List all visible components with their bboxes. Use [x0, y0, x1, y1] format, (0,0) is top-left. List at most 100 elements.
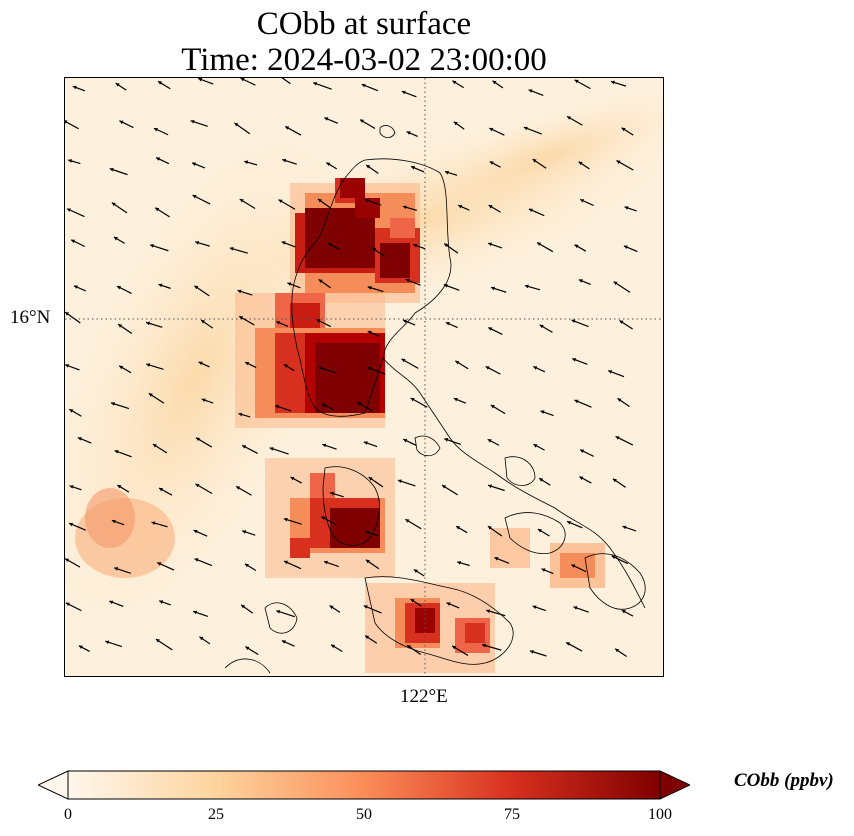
map-title: CObb at surface [256, 6, 472, 42]
wind-arrowhead [109, 600, 114, 605]
wind-arrowhead [193, 529, 198, 534]
wind-arrowhead [71, 239, 76, 244]
wind-arrowhead [328, 243, 333, 247]
wind-arrowhead [324, 117, 329, 121]
wind-arrowhead [117, 286, 122, 290]
wind-arrowhead [117, 485, 122, 489]
wind-arrowhead [283, 517, 288, 522]
wind-arrowhead [406, 131, 411, 135]
wind-arrowhead [114, 450, 119, 454]
wind-arrowhead [241, 604, 246, 609]
wind-arrow [281, 78, 291, 85]
wind-arrowhead [146, 363, 151, 367]
wind-arrowhead [444, 170, 449, 175]
wind-arrowhead [363, 441, 368, 445]
wind-arrowhead [566, 521, 571, 525]
wind-arrowhead [69, 522, 74, 527]
colorbar-title: CObb (ppbv) [734, 770, 834, 791]
colorbar-gradient [67, 770, 661, 800]
wind-arrowhead [541, 568, 546, 572]
wind-arrowhead [445, 322, 450, 326]
wind-arrowhead [402, 205, 407, 210]
wind-arrowhead [492, 80, 497, 85]
wind-arrowhead [621, 610, 626, 614]
wind-arrowhead [316, 319, 321, 323]
wind-arrowhead [574, 399, 579, 404]
wind-arrowhead [359, 119, 364, 124]
wind-arrowhead [283, 560, 288, 565]
wind-arrowhead [111, 402, 115, 406]
wind-arrowhead [146, 321, 151, 326]
map-canvas [65, 78, 663, 676]
wind-arrowhead [613, 281, 618, 286]
wind-arrowhead [457, 561, 462, 565]
wind-arrowhead [487, 439, 492, 443]
wind-arrowhead [616, 160, 621, 164]
wind-arrowhead [494, 557, 499, 561]
wind-arrowhead [115, 83, 120, 87]
wind-arrowhead [156, 157, 161, 161]
wind-arrowhead [201, 319, 205, 324]
wind-arrowhead [482, 643, 487, 648]
wind-arrowhead [155, 639, 160, 643]
wind-arrowhead [410, 397, 415, 402]
wind-arrowhead [157, 562, 162, 566]
wind-arrowhead [151, 521, 156, 526]
wind-arrowhead [365, 530, 370, 535]
wind-arrowhead [158, 283, 163, 288]
wind-arrowhead [488, 327, 493, 331]
colorbar-min-extension [38, 770, 69, 800]
wind-arrowhead [111, 519, 116, 524]
wind-arrowhead [407, 645, 412, 649]
wind-arrowhead [367, 286, 372, 290]
wind-arrowhead [278, 199, 283, 204]
wind-arrowhead [229, 247, 234, 251]
wind-arrowhead [528, 208, 533, 213]
wind-arrowhead [366, 165, 371, 169]
colorbar-tick-label: 100 [648, 806, 672, 823]
wind-arrowhead [364, 198, 369, 203]
wind-arrowhead [330, 491, 335, 496]
wind-arrowhead [159, 600, 164, 604]
wind-arrowhead [363, 605, 368, 609]
wind-arrowhead [331, 644, 336, 649]
wind-arrowhead [405, 519, 410, 523]
wind-arrowhead [113, 237, 118, 241]
map-plot-area[interactable] [64, 77, 664, 677]
wind-arrowhead [148, 393, 153, 397]
wind-arrowhead [490, 404, 495, 409]
wind-arrowhead [612, 478, 617, 483]
wind-arrowhead [571, 564, 576, 568]
wind-arrowhead [192, 162, 197, 166]
wind-arrowhead [621, 127, 626, 132]
wind-arrowhead [285, 126, 290, 130]
wind-arrowhead [488, 484, 492, 489]
wind-arrowhead [615, 648, 620, 653]
wind-arrowhead [578, 279, 583, 283]
wind-arrowhead [533, 444, 538, 448]
wind-arrowhead [109, 167, 114, 172]
wind-arrowhead [105, 640, 110, 645]
wind-arrowhead [158, 81, 163, 85]
wind-arrowhead [118, 324, 123, 328]
wind-arrowhead [150, 244, 155, 248]
colorbar-tick-label: 75 [504, 806, 520, 823]
wind-arrowhead [65, 312, 70, 316]
wind-arrowhead [324, 560, 328, 565]
wind-arrowhead [402, 319, 407, 324]
wind-arrowhead [322, 403, 327, 408]
wind-arrowhead [489, 161, 494, 165]
wind-arrowhead [532, 159, 537, 163]
wind-arrowhead [458, 204, 463, 209]
wind-arrowhead [283, 364, 288, 368]
wind-arrowhead [528, 89, 533, 93]
wind-arrowhead [368, 477, 373, 481]
wind-arrowhead [523, 126, 528, 131]
wind-arrowhead [65, 558, 70, 563]
wind-arrowhead [403, 439, 408, 443]
wind-arrowhead [413, 243, 418, 248]
wind-arrowhead [239, 199, 244, 203]
wind-arrowhead [281, 640, 286, 644]
wind-arrowhead [622, 525, 627, 530]
wind-arrowhead [372, 247, 377, 252]
